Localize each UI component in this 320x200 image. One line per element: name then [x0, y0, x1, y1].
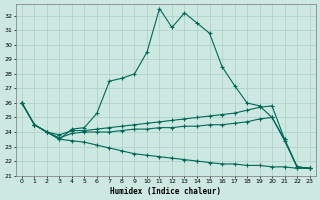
X-axis label: Humidex (Indice chaleur): Humidex (Indice chaleur) — [110, 187, 221, 196]
